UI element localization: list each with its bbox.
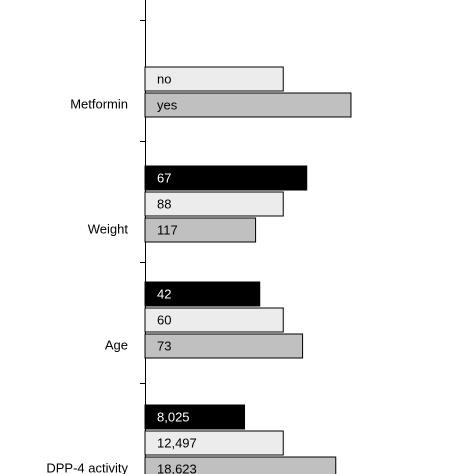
group-label: DPP-4 activity	[46, 460, 128, 474]
bar-label: 8,025	[157, 409, 190, 424]
bar-label: 117	[157, 222, 178, 237]
bar	[144, 92, 352, 118]
bar-label: yes	[157, 97, 178, 112]
group-label: Metformin	[70, 96, 128, 111]
group-label: Weight	[88, 221, 129, 236]
bar	[144, 430, 284, 456]
bar	[144, 307, 284, 333]
bar	[144, 404, 246, 430]
bar	[144, 333, 304, 359]
bar	[144, 191, 284, 217]
bar	[144, 456, 337, 474]
bar	[144, 217, 257, 243]
bar-label: 42	[157, 286, 171, 301]
bar	[144, 165, 308, 191]
bar-label: 88	[157, 196, 171, 211]
bar-label: 18,623	[157, 461, 197, 474]
bar-label: 73	[157, 338, 171, 353]
group-label: Age	[105, 337, 128, 352]
bar-label: no	[157, 71, 171, 86]
bar	[144, 66, 284, 92]
bar-label: 60	[157, 312, 171, 327]
bar-label: 12,497	[157, 435, 197, 450]
bar	[144, 281, 261, 307]
bar-label: 67	[157, 170, 171, 185]
